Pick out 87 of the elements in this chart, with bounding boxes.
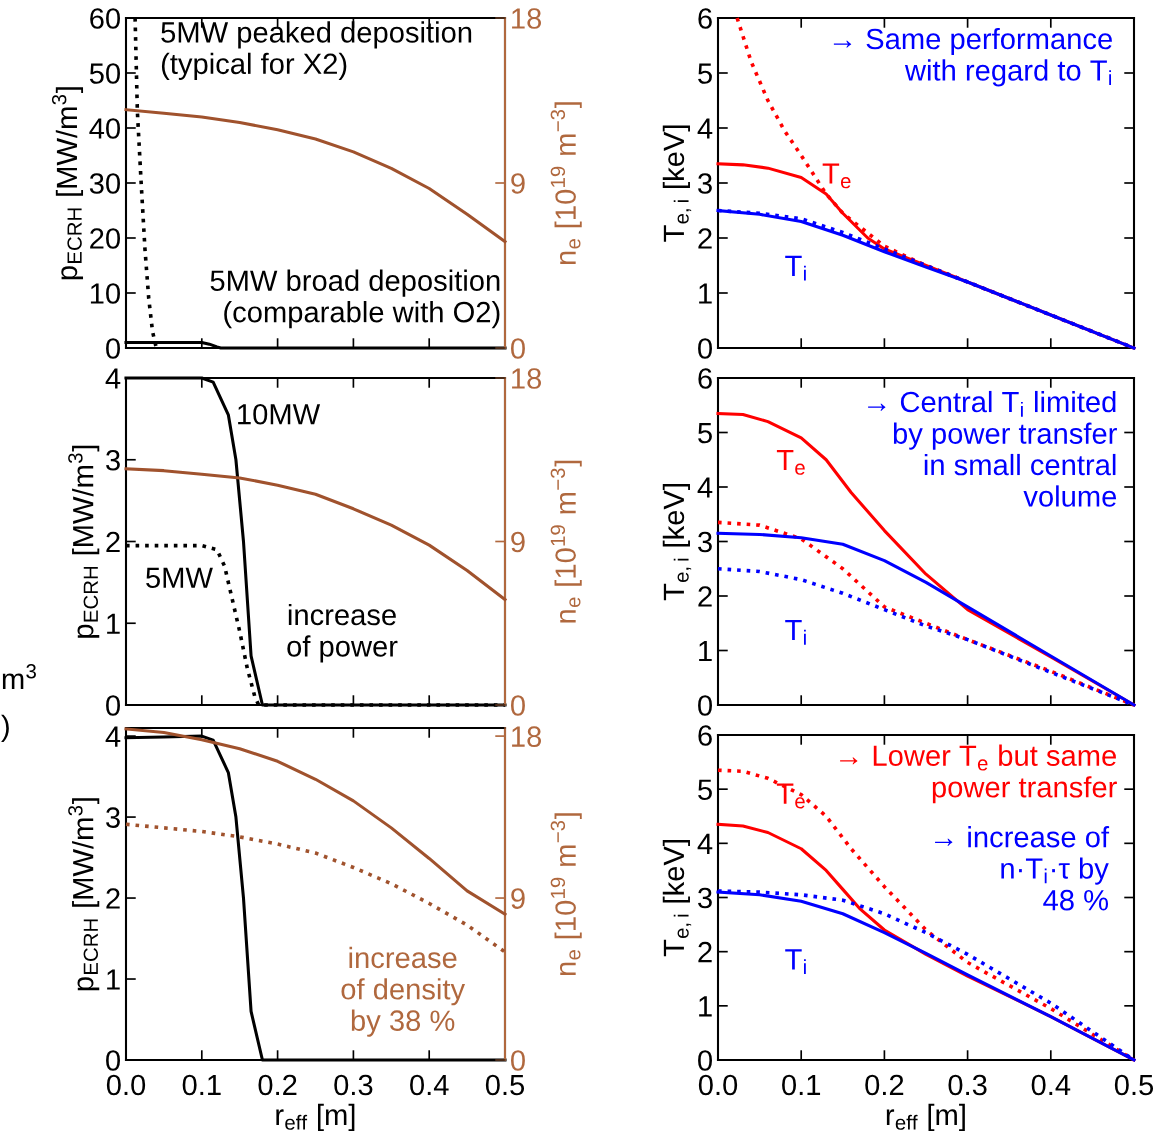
x-tick-label: 0.1 bbox=[182, 1074, 221, 1096]
annotation: T$_{e}$ bbox=[822, 163, 851, 189]
y-tick-label: 5 bbox=[698, 779, 712, 801]
y-tick-label: 3 bbox=[698, 531, 712, 553]
y-tick-label: 6 bbox=[698, 725, 712, 746]
annotation: T$_{e}$ bbox=[776, 449, 805, 475]
y-tick-label: 30 bbox=[89, 173, 120, 194]
x-tick-label: 0.2 bbox=[258, 1074, 297, 1096]
y-axis-title: T$_{e,i}$ [keV] bbox=[662, 840, 692, 957]
x-tick-label: 0.0 bbox=[106, 1074, 146, 1096]
y2-tick-label: 9 bbox=[511, 888, 525, 909]
y-tick-label: 0 bbox=[106, 338, 120, 359]
y-tick-label: 2 bbox=[698, 586, 712, 607]
x-tick-label: 0.5 bbox=[485, 1074, 525, 1096]
y2-tick-label: 0 bbox=[511, 1050, 525, 1071]
y-axis-title: p$_{ECRH}$ [MW/m$^{3}$] bbox=[51, 87, 84, 280]
y-tick-label: 4 bbox=[697, 833, 713, 854]
y2-tick-label: 9 bbox=[511, 173, 525, 194]
y-tick-label: 3 bbox=[106, 449, 120, 471]
x-tick-label: 0.3 bbox=[948, 1074, 987, 1096]
y-tick-label: 4 bbox=[697, 477, 713, 498]
y-tick-label: 4 bbox=[697, 118, 713, 139]
y-tick-label: 3 bbox=[698, 173, 712, 194]
x-tick-label: 0.3 bbox=[334, 1074, 373, 1096]
x-axis-title: r$_{eff}$ [m] bbox=[276, 1103, 355, 1132]
annotation: increase of power bbox=[287, 603, 398, 663]
x-axis-title: r$_{eff}$ [m] bbox=[886, 1103, 965, 1132]
y-tick-label: 1 bbox=[699, 283, 712, 304]
text: m$^{3}$ bbox=[2, 664, 36, 690]
y-tick-label: 0 bbox=[106, 1050, 120, 1071]
x-tick-label: 0.0 bbox=[698, 1074, 738, 1096]
y-tick-label: 0 bbox=[698, 695, 712, 716]
x-tick-label: 0.2 bbox=[865, 1074, 904, 1096]
annotation: → Same performance with regard to T$_{i}$ bbox=[833, 27, 1112, 87]
y-tick-label: 1 bbox=[107, 613, 120, 634]
y-tick-label: 4 bbox=[105, 726, 121, 747]
annotation: 5MW peaked deposition (typical for X2) bbox=[161, 21, 472, 80]
annotation: T$_{i}$ bbox=[785, 619, 806, 645]
annotation: → Central T$_{i}$ limited by power transfer in small central volume bbox=[868, 390, 1117, 507]
y-tick-label: 5 bbox=[698, 423, 712, 444]
x-tick-label: 0.5 bbox=[1114, 1074, 1154, 1096]
y2-tick-label: 0 bbox=[511, 338, 525, 359]
y2-axis-title: n$_{e}$ [10$^{19}$ m$^{−3}$] bbox=[550, 460, 582, 623]
y2-axis-title: n$_{e}$ [10$^{19}$ m$^{−3}$] bbox=[550, 102, 582, 265]
x-tick-label: 0.1 bbox=[782, 1074, 821, 1096]
y2-tick-label: 18 bbox=[512, 368, 542, 389]
y-tick-label: 40 bbox=[89, 118, 120, 139]
annotation: 10MW bbox=[238, 403, 321, 425]
y-tick-label: 6 bbox=[698, 368, 712, 389]
y-tick-label: 3 bbox=[106, 807, 120, 828]
x-tick-label: 0.4 bbox=[1031, 1074, 1071, 1096]
y-axis-title: p$_{ECRH}$ [MW/m$^{3}$] bbox=[68, 798, 100, 991]
y-tick-label: 1 bbox=[699, 641, 712, 662]
y-tick-label: 20 bbox=[90, 228, 120, 249]
annotation: → Lower T$_{e}$ but same power transfer bbox=[840, 744, 1117, 804]
y2-tick-label: 0 bbox=[511, 695, 525, 716]
x-tick-label: 0.4 bbox=[410, 1074, 449, 1096]
annotation: increase of density by 38 % bbox=[341, 946, 466, 1037]
y2-tick-label: 18 bbox=[512, 726, 542, 747]
annotation: 5MW bbox=[146, 567, 213, 589]
y-tick-label: 2 bbox=[698, 228, 712, 249]
y-tick-label: 2 bbox=[106, 888, 120, 909]
y-tick-label: 2 bbox=[106, 531, 120, 553]
y-axis-title: T$_{e,i}$ [keV] bbox=[662, 125, 692, 242]
y-tick-label: 50 bbox=[89, 63, 120, 84]
y-tick-label: 0 bbox=[106, 695, 120, 716]
y-tick-label: 3 bbox=[698, 887, 712, 909]
y-tick-label: 6 bbox=[698, 8, 712, 29]
y-tick-label: 0 bbox=[698, 1050, 712, 1071]
y-tick-label: 60 bbox=[90, 8, 120, 29]
y-tick-label: 5 bbox=[698, 63, 712, 84]
text: ) bbox=[1, 714, 9, 742]
y-tick-label: 10 bbox=[90, 283, 120, 304]
y-tick-label: 2 bbox=[698, 941, 712, 963]
y-tick-label: 1 bbox=[107, 969, 120, 990]
y-axis-title: T$_{e,i}$ [keV] bbox=[662, 484, 692, 601]
y2-axis-title: n$_{e}$ [10$^{19}$ m$^{−3}$] bbox=[550, 813, 582, 976]
y2-tick-label: 9 bbox=[511, 531, 525, 553]
y-tick-label: 0 bbox=[698, 338, 712, 359]
annotation: 5MW broad deposition (comparable with O2) bbox=[210, 269, 500, 329]
y2-tick-label: 18 bbox=[512, 8, 542, 29]
annotation: → increase of n·T$_{i}$·τ by 48 % bbox=[935, 826, 1110, 911]
annotation: T$_{i}$ bbox=[785, 949, 806, 975]
y-axis-title: p$_{ECRH}$ [MW/m$^{3}$] bbox=[68, 445, 100, 638]
y-tick-label: 1 bbox=[699, 996, 712, 1017]
annotation: T$_{i}$ bbox=[785, 255, 806, 281]
y-tick-label: 4 bbox=[105, 368, 121, 389]
